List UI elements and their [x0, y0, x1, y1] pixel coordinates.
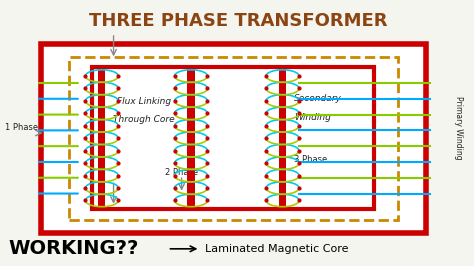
- Text: WORKING??: WORKING??: [8, 239, 138, 258]
- Text: Flux Linking: Flux Linking: [117, 97, 171, 106]
- Text: Laminated Magnetic Core: Laminated Magnetic Core: [205, 244, 348, 254]
- Text: Primary Winding: Primary Winding: [454, 96, 463, 160]
- Text: Secondary: Secondary: [294, 94, 342, 103]
- Text: 2 Phase: 2 Phase: [165, 168, 198, 177]
- Text: THREE PHASE TRANSFORMER: THREE PHASE TRANSFORMER: [89, 12, 387, 30]
- Text: 1 Phase: 1 Phase: [6, 123, 38, 132]
- Bar: [69, 57, 398, 220]
- Text: 3 Phase: 3 Phase: [294, 155, 328, 164]
- Bar: [98, 67, 105, 209]
- Text: Through Core: Through Core: [113, 115, 175, 124]
- Bar: [41, 44, 426, 233]
- Bar: [279, 67, 286, 209]
- Text: Winding: Winding: [294, 113, 331, 122]
- Bar: [92, 67, 374, 209]
- Bar: [188, 67, 194, 209]
